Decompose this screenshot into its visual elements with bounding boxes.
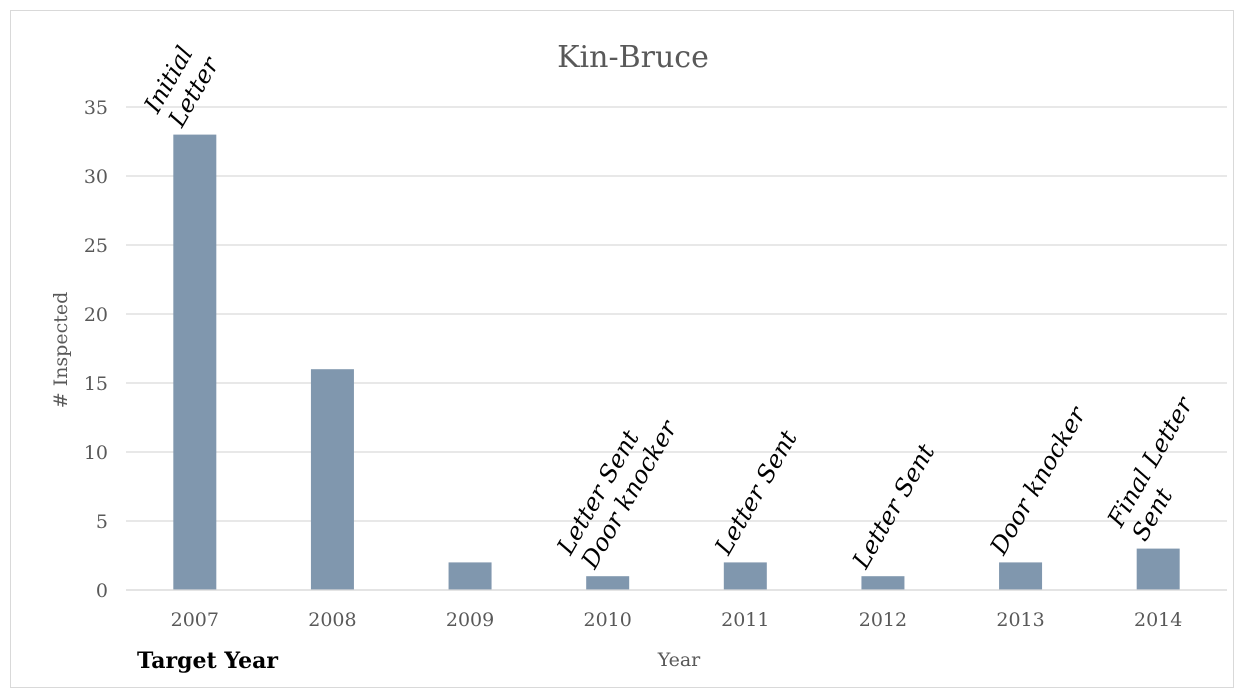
bar-2014 [1136, 548, 1180, 590]
bar-2009 [448, 562, 492, 590]
x-tick-label: 2007 [171, 609, 219, 631]
y-axis-ticks: 0 5 10 15 20 25 30 35 [84, 97, 108, 602]
y-tick-label: 20 [84, 304, 108, 326]
bar-2008 [310, 369, 354, 590]
annotation-text: Door knocker [984, 401, 1092, 560]
annotation-text: Letter Sent [846, 439, 940, 574]
target-year-label: Target Year [137, 648, 278, 674]
chart-title: Kin-Bruce [557, 40, 709, 75]
y-tick-label: 0 [96, 580, 108, 602]
x-tick-label: 2012 [859, 609, 907, 631]
y-tick-label: 30 [84, 166, 108, 188]
x-tick-label: 2009 [446, 609, 494, 631]
y-tick-label: 10 [84, 442, 108, 464]
annotation-text: Letter Sent [709, 425, 803, 560]
x-tick-label: 2010 [584, 609, 632, 631]
annotation-2012: Letter Sent [846, 439, 940, 574]
y-tick-label: 35 [84, 97, 108, 119]
bars [126, 134, 1227, 591]
bar-2012 [861, 576, 905, 590]
gridlines [126, 106, 1227, 591]
y-axis-title: # Inspected [50, 292, 72, 409]
annotation-2011: Letter Sent [709, 425, 803, 560]
y-tick-label: 15 [84, 373, 108, 395]
x-tick-label: 2014 [1134, 609, 1182, 631]
x-axis-title: Year [657, 649, 701, 671]
bar-2013 [999, 562, 1043, 590]
x-tick-label: 2008 [308, 609, 356, 631]
bar-2010 [586, 576, 630, 590]
bar-2011 [723, 562, 767, 590]
y-tick-label: 5 [96, 511, 108, 533]
x-tick-label: 2011 [721, 609, 769, 631]
bar-2007 [173, 134, 217, 590]
x-axis-ticks: 2007 2008 2009 2010 2011 2012 2013 2014 [171, 609, 1183, 631]
annotation-2013: Door knocker [984, 401, 1092, 560]
x-tick-label: 2013 [996, 609, 1044, 631]
y-tick-label: 25 [84, 235, 108, 257]
